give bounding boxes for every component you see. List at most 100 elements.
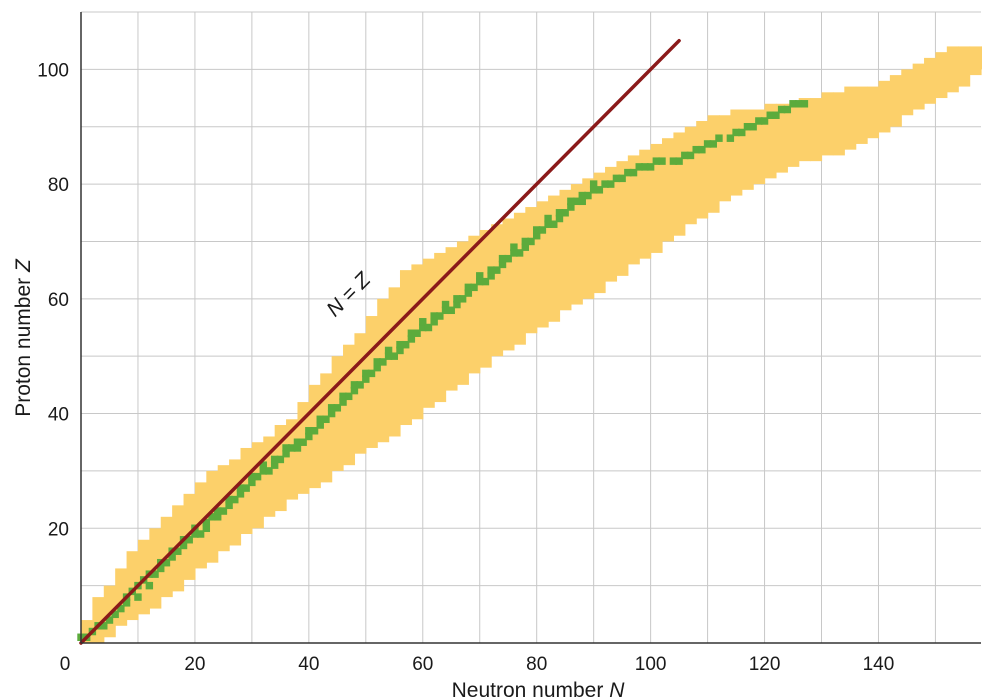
stable-nuclide-cell (225, 495, 233, 504)
stable-nuclide-cell (635, 163, 643, 171)
stable-nuclide-cell (202, 518, 211, 527)
stable-nuclide-cell (800, 100, 809, 108)
unstable-band-column (684, 126, 697, 225)
stable-nuclide-cell (367, 369, 376, 378)
unstable-band-column (377, 298, 390, 443)
unstable-band-column (969, 46, 982, 76)
y-tick-label: 80 (48, 175, 69, 196)
unstable-band-column (981, 46, 982, 70)
stable-nuclide-cell (510, 249, 518, 257)
unstable-band-column (343, 344, 356, 466)
stable-nuclide-cell (464, 289, 473, 297)
stable-nuclide-cell (561, 209, 569, 217)
stable-nuclide-cell (305, 427, 313, 435)
unstable-band-column (650, 143, 663, 253)
unstable-band-column (878, 80, 891, 133)
unstable-band-column (718, 115, 731, 202)
unstable-band-column (434, 252, 447, 403)
unstable-band-column (616, 161, 629, 276)
unstable-band-column (867, 86, 880, 139)
unstable-band-column (548, 195, 561, 322)
stable-nuclide-cell (532, 231, 541, 240)
y-axis-label: Proton number Z (12, 258, 35, 417)
unstable-band-column (502, 218, 515, 351)
stable-nuclide-cell (373, 363, 381, 372)
stable-nuclide-cell (703, 140, 712, 148)
stable-nuclide-cell (504, 254, 512, 263)
unstable-nuclides-band (81, 46, 982, 643)
stable-nuclide-cell (231, 495, 239, 504)
stable-nuclide-cell (168, 553, 176, 561)
stable-nuclide-cell (681, 151, 689, 160)
y-tick-label: 100 (37, 60, 69, 81)
unstable-band-column (582, 178, 595, 299)
unstable-band-column (593, 172, 606, 294)
stable-nuclide-cell (760, 117, 769, 125)
stable-nuclide-cell (339, 392, 347, 401)
unstable-band-column (308, 384, 321, 489)
stable-nuclide-cell (726, 134, 735, 142)
stable-nuclide-cell (396, 346, 404, 355)
stable-nuclide-cell (259, 467, 267, 475)
unstable-band-column (103, 585, 116, 638)
stable-nuclide-cell (755, 117, 763, 125)
unstable-band-column (753, 109, 766, 185)
stable-nuclide-cell (390, 352, 398, 360)
stable-nuclide-cell (430, 312, 438, 320)
stable-nuclide-cell (675, 157, 683, 165)
unstable-band-column (286, 419, 299, 500)
stable-nuclide-cell (447, 306, 455, 315)
stable-nuclide-cell (795, 100, 803, 108)
stable-nuclide-cell (248, 472, 256, 481)
stable-nuclide-cell (151, 570, 159, 578)
stable-nuclide-cell (572, 197, 581, 206)
stable-nuclide-cell (589, 186, 598, 194)
stable-nuclide-cell (384, 346, 393, 355)
stable-nuclide-cell (646, 163, 655, 171)
stable-nuclide-cell (310, 427, 319, 435)
stable-nuclide-cell (618, 174, 626, 183)
stable-nuclide-cell (436, 312, 444, 320)
stable-nuclide-cell (743, 122, 752, 131)
unstable-band-column (422, 258, 435, 408)
stable-nuclide-cell (641, 163, 649, 171)
stable-nuclide-cell (225, 501, 233, 510)
stable-nuclide-cell (316, 421, 324, 429)
stable-nuclide-cell (105, 616, 114, 624)
unstable-band-column (889, 75, 902, 127)
n-equals-z-line-group: N = Z (79, 38, 681, 645)
stable-nuclide-cell (299, 438, 307, 446)
unstable-band-column (764, 103, 777, 179)
stable-nuclide-cell (282, 444, 290, 452)
unstable-band-column (445, 247, 458, 391)
stable-nuclide-cell (481, 277, 490, 286)
unstable-band-column (263, 436, 276, 517)
stable-nuclide-cell (322, 415, 330, 424)
stable-nuclide-cell (441, 300, 450, 309)
stable-nuclide-cell (498, 254, 507, 263)
stable-nuclide-cell (100, 622, 108, 630)
unstable-band-column (320, 373, 333, 483)
stable-nuclide-cell (214, 513, 222, 521)
unstable-band-column (411, 264, 424, 420)
unstable-band-column (639, 149, 652, 259)
stable-nuclide-cell (356, 381, 364, 389)
stable-nuclide-cell (379, 358, 387, 366)
stable-nuclide-cell (288, 444, 296, 452)
stable-nuclide-cell (248, 478, 256, 487)
unstable-band-column (274, 425, 287, 512)
stable-nuclide-cell (282, 449, 290, 458)
stable-nuclide-cell (470, 283, 478, 292)
stable-nuclide-cell (629, 168, 638, 177)
stable-nuclide-cell (419, 318, 427, 326)
x-tick-label: 20 (184, 654, 205, 675)
x-tick-label: 0 (60, 654, 71, 675)
x-tick-label: 80 (526, 654, 547, 675)
stable-nuclide-cell (316, 415, 324, 424)
unstable-band-column (935, 52, 948, 99)
stable-nuclide-cell (407, 329, 416, 337)
stable-nuclide-cell (584, 191, 592, 200)
stable-nuclide-cell (498, 260, 507, 269)
stable-nuclide-cell (253, 472, 262, 481)
